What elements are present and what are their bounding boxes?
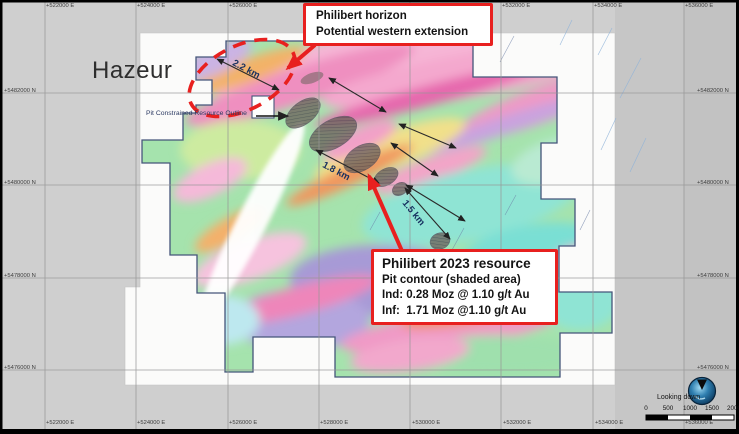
grid-label-right: +5482000 N (697, 88, 729, 94)
callout-resource-line1: Pit contour (shaded area) (382, 273, 521, 286)
scale-tick-500: 500 (662, 405, 674, 412)
grid-label-top: +534000 E (594, 3, 623, 9)
grid-label-bottom: +536000 E (685, 420, 714, 426)
grid-label-right: +5480000 N (697, 180, 729, 186)
scale-bar (645, 414, 735, 421)
callout-resource-line2: Ind: 0.28 Moz @ 1.10 g/t Au (382, 289, 530, 302)
grid-label-bottom: +524000 E (137, 420, 166, 426)
western-extension-dashed-ellipse (187, 37, 297, 119)
grid-label-top: +526000 E (229, 3, 258, 9)
grid-label-bottom: +534000 E (595, 420, 624, 426)
lineament-marks (559, 19, 647, 173)
grid-label-top: +532000 E (502, 3, 531, 9)
callout-resource-line3: Inf: 1.71 Moz @1.10 g/t Au (382, 304, 527, 317)
grid-label-bottom: +528000 E (320, 420, 349, 426)
grid-label-left: +5482000 N (4, 88, 36, 94)
pit-outline-label: Pit Constrained Resource Outline (146, 110, 247, 117)
scale-tick-1000: 1000 (682, 405, 697, 412)
scale-tick-2000: 2000 (726, 405, 739, 412)
survey-boundary-outline (141, 40, 613, 378)
grid-label-bottom: +522000 E (46, 420, 75, 426)
scale-tick-1500: 1500 (704, 405, 719, 412)
grid-label-bottom: +526000 E (229, 420, 258, 426)
scale-tick-0: 0 (644, 405, 648, 412)
red-callout-arrows (285, 43, 404, 252)
grid-label-left: +5480000 N (4, 180, 36, 186)
grid-label-top: +536000 E (685, 3, 714, 9)
grid-label-bottom: +530000 E (412, 420, 441, 426)
grid-label-top: +524000 E (137, 3, 166, 9)
looking-down-label: Looking down (657, 394, 701, 401)
globe-looking-down-icon (687, 376, 717, 406)
white-esker-band (199, 121, 305, 323)
grid-label-top: +522000 E (46, 3, 75, 9)
area-label-hazeur: Hazeur (92, 57, 173, 84)
callout-west-line1: Philibert horizon (316, 10, 407, 22)
distance-arrows (216, 58, 466, 240)
grid-label-bottom: +532000 E (503, 420, 532, 426)
callout-philibert-horizon: Philibert horizon Potential western exte… (303, 3, 493, 47)
callout-philibert-resource: Philibert 2023 resource Pit contour (sha… (371, 249, 558, 326)
grid-label-left: +5476000 N (4, 365, 36, 371)
grid-label-right: +5476000 N (697, 365, 729, 371)
grid-label-right: +5478000 N (697, 273, 729, 279)
callout-resource-title: Philibert 2023 resource (382, 256, 531, 271)
grid-label-left: +5478000 N (4, 273, 36, 279)
callout-west-line2: Potential western extension (316, 25, 469, 38)
